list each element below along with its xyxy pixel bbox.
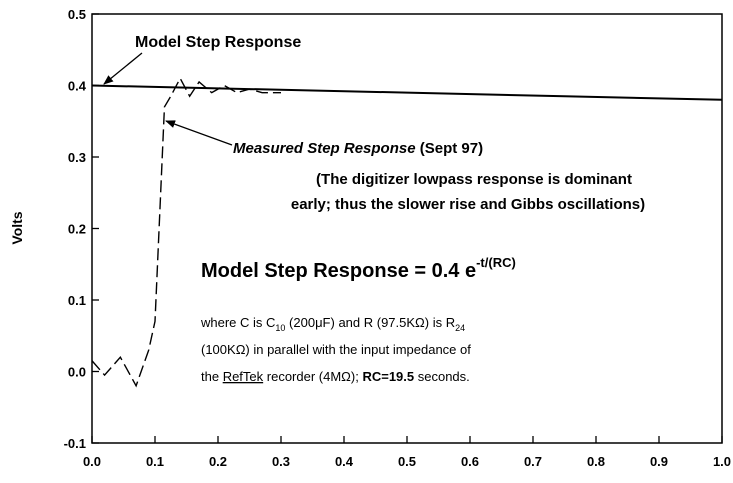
arrow — [165, 120, 233, 146]
measured-label-date: (Sept 97) — [416, 140, 484, 157]
y-tick-label: -0.1 — [64, 436, 86, 451]
where-line: (100KΩ) in parallel with the input imped… — [201, 342, 471, 357]
measured-label-main: Measured Step Response — [233, 140, 416, 157]
x-tick-label: 0.3 — [272, 454, 290, 469]
where-text: recorder (4MΩ); — [263, 369, 362, 384]
x-tick-label: 0.8 — [587, 454, 605, 469]
x-tick-label: 0.0 — [83, 454, 101, 469]
where-text: (200μF) and R (97.5KΩ) is R — [285, 315, 455, 330]
y-tick-label: 0.1 — [68, 293, 86, 308]
x-tick-label: 0.5 — [398, 454, 416, 469]
y-axis-label: Volts — [9, 211, 25, 244]
x-tick-label: 0.6 — [461, 454, 479, 469]
note-line: (The digitizer lowpass response is domin… — [316, 171, 632, 188]
x-tick-label: 0.1 — [146, 454, 164, 469]
note-line: early; thus the slower rise and Gibbs os… — [291, 196, 645, 213]
where-text: RefTek — [223, 369, 264, 384]
x-tick-label: 0.2 — [209, 454, 227, 469]
equation: Model Step Response = 0.4 e-t/(RC) — [201, 255, 516, 282]
x-tick-label: 1.0 — [713, 454, 731, 469]
y-tick-label: 0.4 — [68, 79, 87, 94]
arrow — [103, 52, 143, 85]
y-tick-label: 0.0 — [68, 365, 86, 380]
model-label: Model Step Response — [135, 34, 301, 51]
subscript: 24 — [455, 323, 465, 333]
equation-main: Model Step Response = 0.4 e — [201, 260, 476, 282]
y-tick-label: 0.3 — [68, 150, 86, 165]
where-line: where C is C10 (200μF) and R (97.5KΩ) is… — [200, 315, 465, 333]
measured-label: Measured Step Response (Sept 97) — [233, 140, 483, 157]
where-text: seconds. — [414, 369, 470, 384]
where-text: the — [201, 369, 223, 384]
y-tick-label: 0.5 — [68, 7, 86, 22]
where-line: the RefTek recorder (4MΩ); RC=19.5 secon… — [201, 369, 470, 384]
equation-exponent: -t/(RC) — [476, 255, 516, 270]
where-text: RC=19.5 — [362, 369, 414, 384]
y-tick-label: 0.2 — [68, 222, 86, 237]
where-text: where C is C — [200, 315, 275, 330]
x-tick-label: 0.9 — [650, 454, 668, 469]
series-line — [91, 76, 281, 388]
x-tick-label: 0.4 — [335, 454, 354, 469]
subscript: 10 — [275, 323, 285, 333]
series-line — [91, 84, 723, 101]
x-tick-label: 0.7 — [524, 454, 542, 469]
